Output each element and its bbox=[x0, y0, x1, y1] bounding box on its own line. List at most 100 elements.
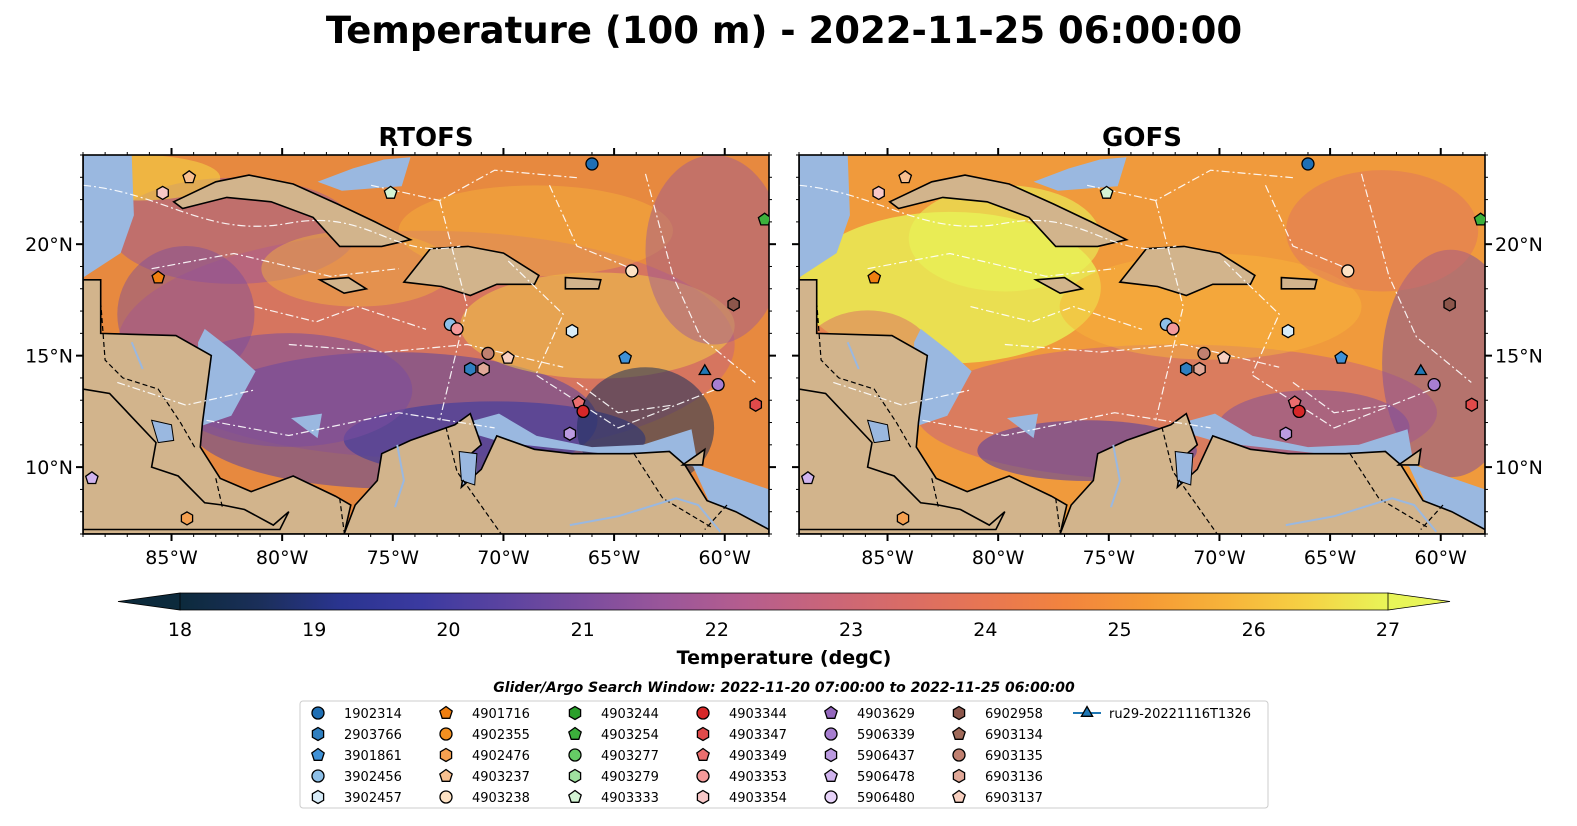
legend-marker bbox=[568, 768, 582, 784]
legend-label: 4902355 bbox=[472, 728, 530, 743]
legend-marker bbox=[568, 748, 582, 762]
land-centralam bbox=[83, 155, 352, 534]
float-marker-4903238 bbox=[625, 264, 639, 278]
float-marker-4903254 bbox=[757, 212, 769, 226]
country-border bbox=[704, 504, 728, 530]
float-marker-6903137 bbox=[1216, 350, 1231, 364]
float-marker-4903237 bbox=[182, 169, 197, 184]
shelf-area bbox=[799, 155, 850, 278]
eez-boundary bbox=[288, 343, 564, 368]
float-marker-4903254 bbox=[1473, 212, 1485, 226]
lon-tick-label: 60°W bbox=[699, 547, 752, 569]
land-jamaica bbox=[317, 276, 369, 295]
float-marker-4903333 bbox=[383, 185, 398, 199]
shelf-area bbox=[1033, 157, 1127, 191]
panel-title-rtofs: RTOFS bbox=[378, 123, 473, 153]
legend-marker bbox=[311, 747, 325, 761]
legend-label: 5906437 bbox=[857, 749, 915, 764]
lat-tick-label: 20°N bbox=[1495, 234, 1543, 256]
lon-tick-label: 75°W bbox=[1083, 547, 1136, 569]
float-marker-4902476 bbox=[896, 511, 910, 526]
legend-marker bbox=[952, 768, 966, 784]
legend-marker bbox=[439, 727, 453, 741]
legend-label: ru29-20221116T1326 bbox=[1109, 707, 1251, 722]
panel-title-gofs: GOFS bbox=[1102, 123, 1182, 153]
eez-boundary bbox=[1360, 173, 1472, 383]
shelf-area bbox=[1007, 413, 1038, 439]
legend: 1902314 2903766 3901861 3902456 3902457 49017… bbox=[311, 705, 1251, 806]
float-marker-5906339 bbox=[711, 377, 725, 392]
float-marker-4903353 bbox=[450, 322, 464, 336]
float-marker-4901716 bbox=[151, 270, 166, 284]
legend-label: 4902476 bbox=[472, 749, 530, 764]
lat-tick-label: 20°N bbox=[25, 234, 73, 256]
eez-boundary bbox=[1292, 381, 1390, 414]
eez-boundary bbox=[254, 305, 427, 330]
float-marker-1902314 bbox=[1301, 157, 1315, 171]
colorbar-tick-label: 18 bbox=[168, 619, 192, 641]
float-marker-ru29-20221116T1326 bbox=[698, 363, 712, 376]
country-border bbox=[1161, 426, 1218, 534]
float-marker-4903354 bbox=[872, 185, 885, 201]
legend-label: 4901716 bbox=[472, 707, 530, 722]
lon-tick-label: 65°W bbox=[588, 547, 641, 569]
float-marker-5906437 bbox=[1279, 426, 1293, 441]
eez-boundary bbox=[206, 412, 495, 437]
land-trinidad bbox=[680, 447, 706, 466]
legend-label: 1902314 bbox=[344, 707, 402, 722]
eez-boundary bbox=[1086, 169, 1293, 202]
map-panel-rtofs: 85°W 80°W 75°W 70°W 65°W 60°W 20°N 15°N 10°N bbox=[25, 148, 776, 569]
eez-boundary bbox=[867, 252, 1115, 277]
legend-label: 4903237 bbox=[472, 770, 530, 785]
legend-marker bbox=[568, 789, 582, 803]
temperature-patch bbox=[460, 272, 735, 379]
legend-label: 4903244 bbox=[601, 707, 659, 722]
colorbar-tick-label: 22 bbox=[705, 619, 729, 641]
float-marker-4903333 bbox=[1099, 185, 1114, 199]
float-marker-5906437 bbox=[563, 426, 577, 441]
temperature-patch bbox=[261, 230, 454, 307]
figure-title: Temperature (100 m) - 2022-11-25 06:00:0… bbox=[326, 9, 1242, 52]
legend-label: 6903136 bbox=[985, 770, 1043, 785]
eez-boundary bbox=[151, 252, 399, 277]
country-border bbox=[339, 498, 345, 532]
legend-label: 3902456 bbox=[344, 770, 402, 785]
lat-tick-label: 15°N bbox=[25, 346, 73, 368]
lon-tick-label: 85°W bbox=[861, 547, 914, 569]
colorbar-tick-label: 20 bbox=[436, 619, 460, 641]
float-marker-6903137 bbox=[500, 350, 515, 364]
map-frame bbox=[82, 154, 770, 535]
colorbar-body bbox=[180, 593, 1388, 610]
eez-boundary bbox=[370, 169, 577, 202]
land-cuba bbox=[888, 174, 1129, 248]
colorbar-tick-label: 23 bbox=[839, 619, 863, 641]
river bbox=[846, 341, 860, 370]
legend-marker bbox=[952, 789, 966, 803]
land-hispaniola bbox=[1118, 245, 1256, 297]
legend-label: 2903766 bbox=[344, 728, 402, 743]
float-marker-1902314 bbox=[585, 157, 599, 171]
lat-tick-label: 10°N bbox=[1495, 457, 1543, 479]
lon-tick-label: 85°W bbox=[145, 547, 198, 569]
legend-label: 6903135 bbox=[985, 749, 1043, 764]
country-border bbox=[215, 478, 223, 508]
legend-marker bbox=[824, 768, 838, 782]
legend-marker bbox=[696, 789, 710, 805]
legend-marker bbox=[824, 747, 838, 763]
legend-label: 4903254 bbox=[601, 728, 659, 743]
float-marker-3902457 bbox=[1281, 323, 1295, 339]
lon-tick-label: 70°W bbox=[477, 547, 530, 569]
shelf-area bbox=[1407, 462, 1485, 530]
legend-marker bbox=[311, 789, 325, 805]
eez-boundary bbox=[1223, 260, 1431, 429]
legend-marker bbox=[696, 747, 710, 761]
colorbar-tick-label: 25 bbox=[1107, 619, 1131, 641]
map-frame bbox=[798, 154, 1486, 535]
shelf-area bbox=[317, 157, 411, 191]
legend-marker bbox=[824, 790, 838, 804]
river bbox=[394, 444, 405, 508]
float-marker-4903354 bbox=[156, 185, 169, 201]
legend-label: 3901861 bbox=[344, 749, 402, 764]
eez-boundary bbox=[439, 200, 468, 421]
